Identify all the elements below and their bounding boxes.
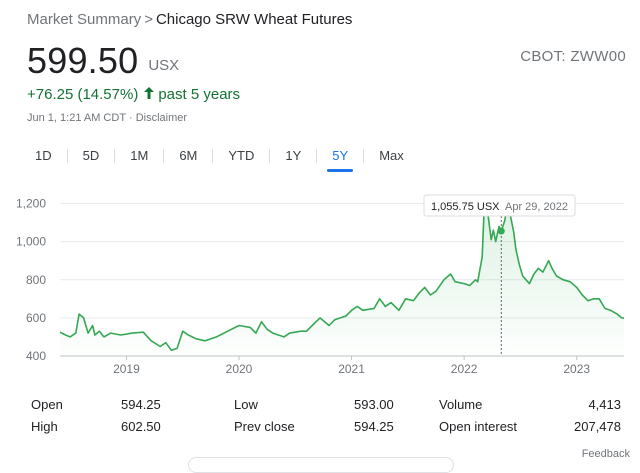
tooltip-date: Apr 29, 2022 (505, 201, 568, 213)
range-divider (66, 149, 68, 163)
breadcrumb-market-summary[interactable]: Market Summary (27, 11, 142, 28)
feedback-link[interactable]: Feedback (581, 448, 630, 460)
range-selector: 1D 5D 1M 6M YTD 1Y 5Y Max (27, 146, 412, 172)
range-tab-1d[interactable]: 1D (35, 148, 52, 163)
range-divider (212, 149, 214, 163)
y-tick-label: 1,200 (16, 197, 46, 211)
tooltip-value: 1,055.75 USX (431, 201, 500, 213)
range-tab-ytd[interactable]: YTD (228, 148, 255, 163)
stat-open-label: Open (31, 397, 63, 412)
range-tab-1m[interactable]: 1M (130, 148, 149, 163)
currency-label: USX (148, 57, 180, 74)
y-axis-labels: 400 600 800 1,000 1,200 (16, 197, 46, 363)
breadcrumb-separator: > (144, 11, 153, 28)
y-tick-label: 600 (26, 311, 46, 325)
change-value: +76.25 (14.57%) (27, 86, 139, 103)
price-tooltip: 1,055.75 USX Apr 29, 2022 (423, 194, 576, 217)
stat-prev-close-value: 594.25 (354, 419, 394, 434)
range-divider (363, 149, 365, 163)
price-line (59, 202, 624, 352)
range-tab-1y[interactable]: 1Y (285, 148, 302, 163)
x-axis-labels: 2019 2020 2021 2022 2023 (113, 356, 590, 376)
x-tick-label: 2021 (338, 362, 365, 376)
price-chart[interactable]: 400 600 800 1,000 1,200 2019 2020 2021 2022 2023… (0, 184, 640, 384)
stats-table: Open 594.25 Low 593.00 Volume 4,413 High… (31, 397, 631, 441)
ticker-symbol: CBOT: ZWW00 (520, 48, 626, 65)
stat-prev-close-label: Prev close (234, 419, 295, 434)
price-change: +76.25 (14.57%) past 5 years (27, 86, 240, 103)
stats-row: Open 594.25 Low 593.00 Volume 4,413 (31, 397, 631, 419)
stat-volume-value: 4,413 (588, 397, 621, 412)
range-tab-5y[interactable]: 5Y (324, 146, 356, 172)
breadcrumb-current: Chicago SRW Wheat Futures (155, 11, 353, 28)
current-price: 599.50 (27, 40, 139, 81)
range-divider (316, 149, 318, 163)
range-divider (163, 149, 165, 163)
hover-point (497, 227, 505, 235)
stat-open-value: 594.25 (121, 397, 161, 412)
timestamp-separator: · (129, 112, 133, 124)
timestamp-text: Jun 1, 1:21 AM CDT (27, 112, 127, 124)
quote-timestamp: Jun 1, 1:21 AM CDT · Disclaimer (27, 112, 187, 124)
bottom-pill[interactable] (188, 457, 454, 473)
stat-open-interest-value: 207,478 (574, 419, 621, 434)
price-row: 599.50 USX (27, 40, 179, 82)
x-tick-label: 2022 (451, 362, 478, 376)
stat-volume-label: Volume (439, 397, 483, 412)
range-tab-5d[interactable]: 5D (82, 148, 100, 163)
tooltip-box (423, 194, 576, 217)
stat-high-value: 602.50 (121, 419, 161, 434)
stat-high-label: High (31, 419, 58, 434)
stat-low-label: Low (234, 397, 258, 412)
range-tab-6m[interactable]: 6M (179, 148, 198, 163)
range-tab-max[interactable]: Max (379, 148, 404, 163)
breadcrumb: Market Summary > Chicago SRW Wheat Futures (27, 11, 352, 28)
y-tick-label: 800 (26, 273, 46, 287)
x-tick-label: 2019 (113, 362, 140, 376)
y-tick-label: 400 (26, 349, 46, 363)
range-divider (114, 149, 116, 163)
stat-low-value: 593.00 (354, 397, 394, 412)
y-tick-label: 1,000 (16, 235, 46, 249)
stat-open-interest-label: Open interest (439, 419, 518, 434)
range-divider (269, 149, 271, 163)
x-tick-label: 2020 (226, 362, 253, 376)
disclaimer-link[interactable]: Disclaimer (135, 112, 188, 124)
stats-row: High 602.50 Prev close 594.25 Open inter… (31, 419, 631, 441)
change-period: past 5 years (158, 86, 241, 103)
x-tick-label: 2023 (563, 362, 590, 376)
arrow-up-icon (144, 86, 155, 103)
